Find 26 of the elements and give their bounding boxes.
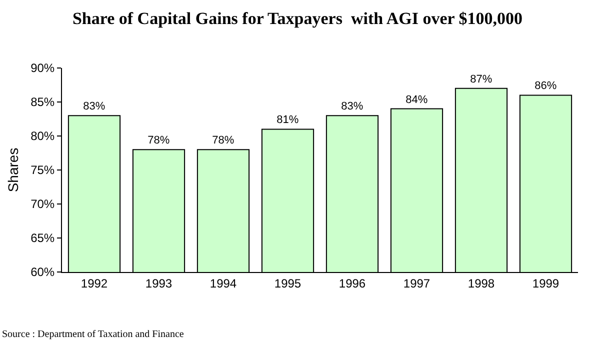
data-label: 84% — [406, 94, 428, 106]
y-tick-label: 85% — [30, 95, 55, 110]
data-label: 87% — [470, 73, 492, 86]
x-tick-label: 1996 — [338, 276, 366, 290]
y-tick-label: 90% — [30, 61, 55, 76]
x-tick-label: 1994 — [210, 276, 237, 290]
data-label: 78% — [148, 134, 170, 147]
y-tick-label: 60% — [30, 265, 55, 280]
y-tick-label: 75% — [30, 163, 55, 178]
y-axis-title: Shares — [5, 148, 22, 192]
data-label: 83% — [83, 100, 106, 113]
x-tick-label: 1997 — [403, 276, 430, 290]
x-tick-label: 1993 — [145, 276, 172, 290]
x-tick-label: 1999 — [532, 276, 560, 290]
y-tick-label: 70% — [30, 197, 55, 212]
data-label: 81% — [276, 114, 299, 126]
source-note: Source : Department of Taxation and Finance — [2, 329, 184, 340]
data-label: 86% — [534, 80, 557, 92]
chart-title: Share of Capital Gains for Taxpayers with AGI over $100,000 — [72, 8, 523, 28]
y-tick-label: 65% — [30, 231, 55, 246]
data-label: 78% — [212, 134, 234, 147]
x-tick-label: 1992 — [80, 276, 108, 290]
x-tick-label: 1998 — [468, 276, 495, 290]
y-tick-label: 80% — [30, 129, 55, 144]
data-label: 83% — [341, 100, 364, 113]
x-tick-label: 1995 — [274, 276, 302, 290]
